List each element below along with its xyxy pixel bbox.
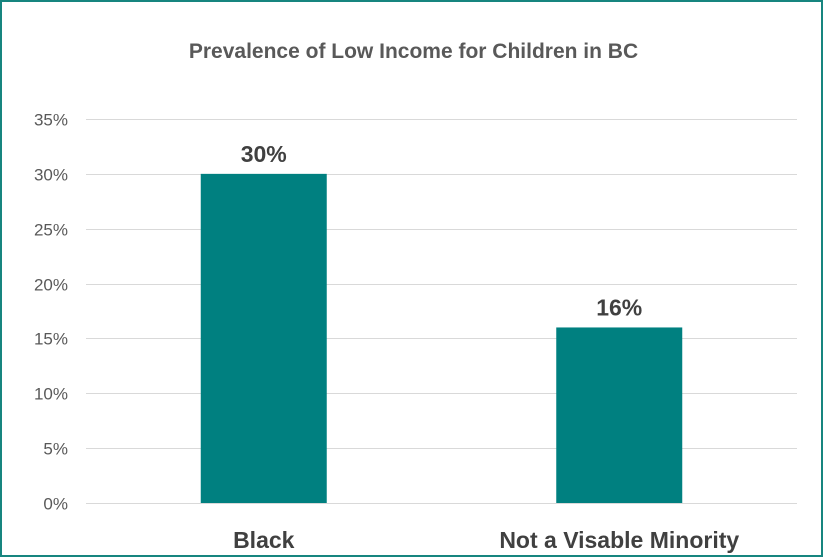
y-tick-label: 25% <box>34 221 68 240</box>
category-label: Not a Visable Minority <box>499 527 739 553</box>
chart-title: Prevalence of Low Income for Children in… <box>188 40 639 63</box>
data-label: 16% <box>596 294 642 320</box>
bar-not-a-visable-minority <box>556 327 683 503</box>
y-tick-label: 15% <box>34 330 68 349</box>
category-label: Black <box>233 527 295 553</box>
y-tick-label: 0% <box>43 495 68 514</box>
y-tick-label: 10% <box>34 385 68 404</box>
y-tick-label: 20% <box>34 276 68 295</box>
y-tick-label: 5% <box>43 440 68 459</box>
y-tick-label: 35% <box>34 111 68 130</box>
data-label: 30% <box>241 141 287 167</box>
bar-black <box>200 173 327 503</box>
y-tick-label: 30% <box>34 166 68 185</box>
